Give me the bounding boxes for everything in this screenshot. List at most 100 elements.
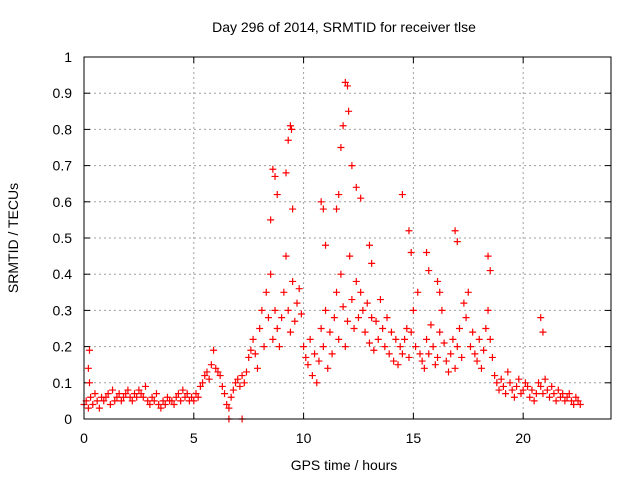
data-point xyxy=(365,241,373,249)
data-point xyxy=(546,393,554,401)
data-point xyxy=(576,401,584,409)
data-point xyxy=(242,368,250,376)
data-point xyxy=(502,390,510,398)
data-point xyxy=(229,386,237,394)
data-point xyxy=(284,306,292,314)
data-point xyxy=(273,191,281,199)
data-point xyxy=(385,350,393,358)
data-point xyxy=(524,382,532,390)
data-point xyxy=(196,382,204,390)
data-point xyxy=(315,357,323,365)
data-point xyxy=(141,382,149,390)
data-point xyxy=(497,375,505,383)
data-point xyxy=(561,397,569,405)
x-tick-label: 5 xyxy=(190,430,198,446)
data-point xyxy=(407,328,415,336)
data-point xyxy=(117,397,125,405)
data-point xyxy=(251,350,259,358)
data-point xyxy=(91,390,99,398)
data-point xyxy=(289,277,297,285)
data-point xyxy=(335,335,343,343)
data-point xyxy=(236,382,244,390)
data-point xyxy=(563,393,571,401)
data-point xyxy=(260,343,268,351)
data-point xyxy=(354,314,362,322)
data-point xyxy=(234,375,242,383)
data-point xyxy=(420,364,428,372)
y-tick-label: 0 xyxy=(64,411,72,427)
data-point xyxy=(190,397,198,405)
data-point xyxy=(267,270,275,278)
data-point xyxy=(335,191,343,199)
data-point xyxy=(295,285,303,293)
data-point xyxy=(339,303,347,311)
data-point xyxy=(249,335,257,343)
data-point xyxy=(192,390,200,398)
data-point xyxy=(405,353,413,361)
data-point xyxy=(425,350,433,358)
y-axis-label: SRMTID / TECUs xyxy=(5,183,21,293)
data-point xyxy=(506,379,514,387)
data-point xyxy=(414,288,422,296)
data-point xyxy=(453,343,461,351)
y-tick-label: 0.2 xyxy=(53,339,73,355)
data-point xyxy=(183,390,191,398)
data-point xyxy=(282,169,290,177)
data-point xyxy=(319,205,327,213)
data-point xyxy=(214,368,222,376)
data-point xyxy=(311,350,319,358)
data-point xyxy=(565,390,573,398)
y-tick-label: 0.3 xyxy=(53,302,73,318)
data-point xyxy=(495,386,503,394)
data-point xyxy=(350,325,358,332)
data-point xyxy=(434,353,442,361)
data-point xyxy=(280,288,288,296)
data-point xyxy=(539,390,547,398)
data-point xyxy=(227,393,235,401)
data-point xyxy=(559,390,567,398)
data-point xyxy=(475,335,483,343)
data-point xyxy=(278,314,286,322)
data-point xyxy=(267,216,275,224)
data-point xyxy=(345,107,353,115)
data-point xyxy=(488,353,496,361)
data-point xyxy=(170,401,178,409)
data-point xyxy=(396,343,404,351)
data-point xyxy=(271,172,279,180)
y-tick-label: 0.7 xyxy=(53,158,73,174)
y-tick-label: 0.1 xyxy=(53,375,73,391)
data-point xyxy=(135,386,143,394)
data-point xyxy=(554,386,562,394)
data-point xyxy=(115,390,123,398)
data-point xyxy=(87,393,95,401)
data-point xyxy=(124,386,132,394)
data-point xyxy=(521,379,529,387)
data-point xyxy=(401,335,409,343)
data-point xyxy=(458,353,466,361)
data-point xyxy=(423,335,431,343)
data-point xyxy=(152,390,160,398)
x-tick-label: 10 xyxy=(296,430,312,446)
data-point xyxy=(370,346,378,354)
data-point xyxy=(240,379,248,387)
y-tick-label: 0.9 xyxy=(53,85,73,101)
data-point xyxy=(201,372,209,380)
data-point xyxy=(163,393,171,401)
data-point xyxy=(429,343,437,351)
data-point xyxy=(238,372,246,380)
data-point xyxy=(412,343,420,351)
data-point xyxy=(289,205,297,213)
data-point xyxy=(172,393,180,401)
data-point xyxy=(344,317,351,325)
data-point xyxy=(390,357,398,365)
data-point xyxy=(352,277,360,285)
data-point xyxy=(442,357,450,365)
data-point xyxy=(288,125,296,133)
data-point xyxy=(333,288,341,296)
data-point xyxy=(264,314,272,322)
data-point xyxy=(570,401,578,409)
data-point xyxy=(304,361,312,369)
data-point xyxy=(466,343,474,351)
x-tick-label: 15 xyxy=(406,430,422,446)
data-point xyxy=(460,299,468,307)
